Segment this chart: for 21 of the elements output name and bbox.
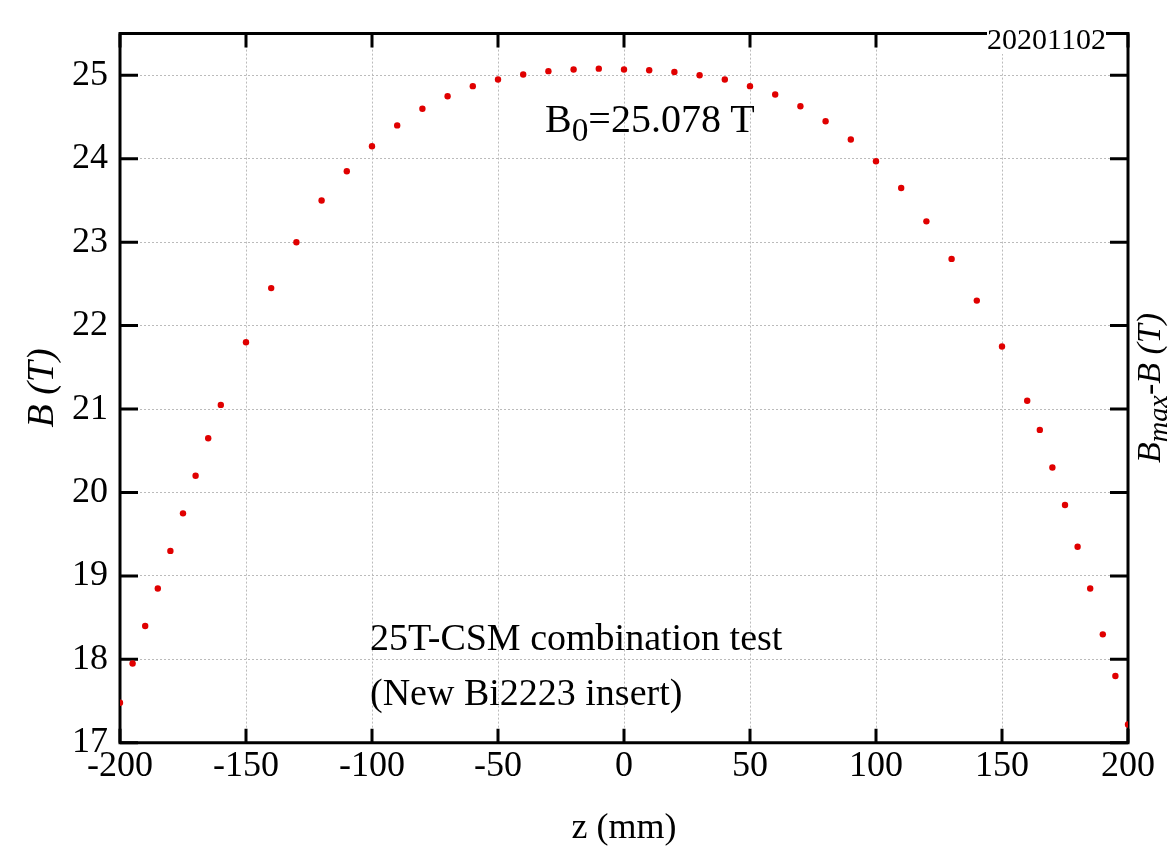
y-tick-label: 18 bbox=[72, 636, 108, 677]
x-axis-title: z (mm) bbox=[571, 805, 677, 847]
annotation: 25T-CSM combination test bbox=[370, 615, 783, 659]
y-tick-label: 25 bbox=[72, 52, 108, 93]
x-tick-label: 150 bbox=[975, 743, 1029, 784]
x-tick-label: 50 bbox=[732, 743, 768, 784]
y-tick-label: 20 bbox=[72, 469, 108, 510]
y-tick-label: 23 bbox=[72, 219, 108, 260]
x-tick-label: -100 bbox=[339, 743, 405, 784]
y-tick-label: 22 bbox=[72, 303, 108, 344]
annotation: (New Bi2223 insert) bbox=[370, 670, 683, 714]
annotation: 20201102 bbox=[987, 22, 1106, 55]
y-tick-label: 24 bbox=[72, 136, 108, 177]
x-tick-label: 0 bbox=[615, 743, 633, 784]
x-tick-label: 100 bbox=[849, 743, 903, 784]
x-tick-label: -50 bbox=[474, 743, 522, 784]
y-tick-label: 21 bbox=[72, 386, 108, 427]
annotation: B$_{0}$=25.078 T bbox=[545, 95, 755, 149]
y-axis-title: B (T) bbox=[18, 348, 62, 428]
x-tick-label: -150 bbox=[213, 743, 279, 784]
y-tick-label: 19 bbox=[72, 553, 108, 594]
